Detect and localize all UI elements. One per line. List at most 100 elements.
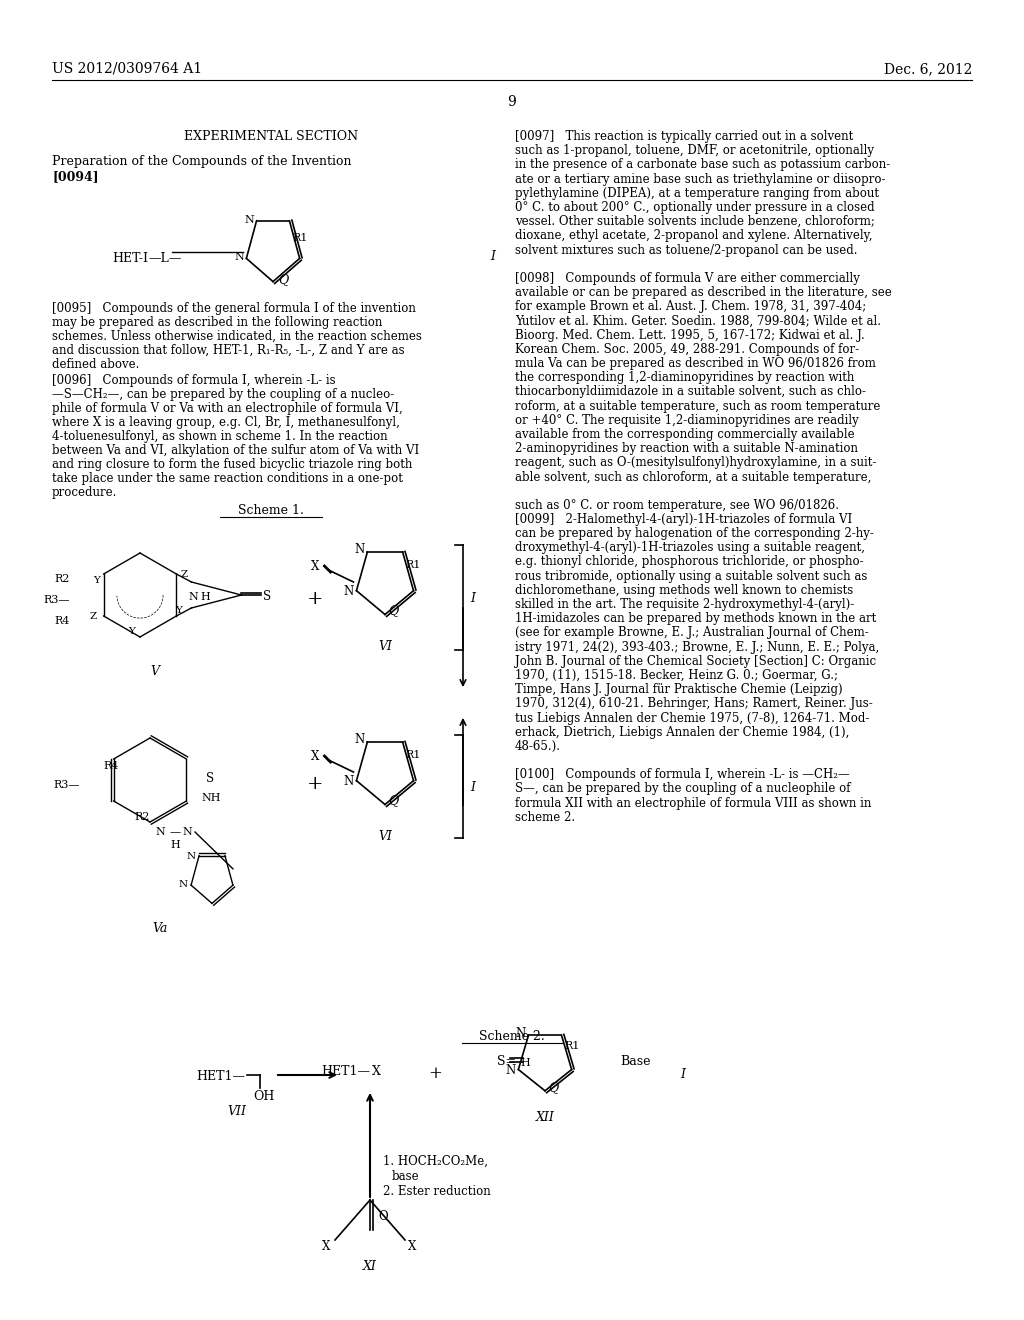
Text: S=: S= [497, 1055, 516, 1068]
Text: V: V [151, 665, 160, 678]
Text: H: H [170, 840, 180, 850]
Text: for example Brown et al. Aust. J. Chem. 1978, 31, 397-404;: for example Brown et al. Aust. J. Chem. … [515, 300, 866, 313]
Text: 1. HOCH₂CO₂Me,: 1. HOCH₂CO₂Me, [383, 1155, 488, 1168]
Text: Dec. 6, 2012: Dec. 6, 2012 [884, 62, 972, 77]
Text: 1H-imidazoles can be prepared by methods known in the art: 1H-imidazoles can be prepared by methods… [515, 612, 877, 626]
Text: N: N [182, 828, 191, 837]
Text: vessel. Other suitable solvents include benzene, chloroform;: vessel. Other suitable solvents include … [515, 215, 874, 228]
Text: [0095]   Compounds of the general formula I of the invention: [0095] Compounds of the general formula … [52, 302, 416, 315]
Text: Q: Q [548, 1081, 558, 1094]
Text: N: N [515, 1027, 525, 1040]
Text: (see for example Browne, E. J.; Australian Journal of Chem-: (see for example Browne, E. J.; Australi… [515, 627, 868, 639]
Text: I: I [470, 781, 475, 795]
Text: R4: R4 [54, 616, 70, 626]
Text: 1970, (11), 1515-18. Becker, Heinz G. 0.; Goermar, G.;: 1970, (11), 1515-18. Becker, Heinz G. 0.… [515, 669, 838, 682]
Text: X: X [310, 560, 318, 573]
Text: —L—: —L— [148, 252, 181, 265]
Text: N: N [155, 828, 165, 837]
Text: N: N [245, 215, 255, 224]
Text: between Va and VI, alkylation of the sulfur atom of Va with VI: between Va and VI, alkylation of the sul… [52, 444, 419, 457]
Text: Base: Base [620, 1055, 650, 1068]
Text: Z: Z [90, 612, 97, 620]
Text: Q: Q [388, 795, 398, 808]
Text: —: — [170, 828, 181, 837]
Text: can be prepared by halogenation of the corresponding 2-hy-: can be prepared by halogenation of the c… [515, 527, 873, 540]
Text: defined above.: defined above. [52, 358, 139, 371]
Text: 2-aminopyridines by reaction with a suitable N-amination: 2-aminopyridines by reaction with a suit… [515, 442, 858, 455]
Text: procedure.: procedure. [52, 486, 118, 499]
Text: NH: NH [202, 793, 221, 803]
Text: XII: XII [536, 1111, 554, 1123]
Text: Scheme 2.: Scheme 2. [479, 1030, 545, 1043]
Text: such as 0° C. or room temperature, see WO 96/01826.: such as 0° C. or room temperature, see W… [515, 499, 839, 512]
Text: X: X [322, 1239, 330, 1253]
Text: US 2012/0309764 A1: US 2012/0309764 A1 [52, 62, 202, 77]
Text: Bioorg. Med. Chem. Lett. 1995, 5, 167-172; Kidwai et al. J.: Bioorg. Med. Chem. Lett. 1995, 5, 167-17… [515, 329, 864, 342]
Text: Preparation of the Compounds of the Invention: Preparation of the Compounds of the Inve… [52, 154, 351, 168]
Text: Timpe, Hans J. Journal für Praktische Chemie (Leipzig): Timpe, Hans J. Journal für Praktische Ch… [515, 684, 843, 696]
Text: N: N [188, 591, 199, 602]
Text: where X is a leaving group, e.g. Cl, Br, I, methanesulfonyl,: where X is a leaving group, e.g. Cl, Br,… [52, 416, 400, 429]
Text: R2: R2 [54, 574, 70, 583]
Text: R3—: R3— [43, 595, 70, 605]
Text: R1: R1 [406, 560, 421, 570]
Text: +: + [428, 1065, 442, 1082]
Text: N: N [234, 252, 245, 263]
Text: 1970, 312(4), 610-21. Behringer, Hans; Ramert, Reiner. Jus-: 1970, 312(4), 610-21. Behringer, Hans; R… [515, 697, 872, 710]
Text: Y: Y [93, 576, 100, 585]
Text: OH: OH [253, 1090, 274, 1104]
Text: John B. Journal of the Chemical Society [Section] C: Organic: John B. Journal of the Chemical Society … [515, 655, 877, 668]
Text: 0° C. to about 200° C., optionally under pressure in a closed: 0° C. to about 200° C., optionally under… [515, 201, 874, 214]
Text: such as 1-propanol, toluene, DMF, or acetonitrile, optionally: such as 1-propanol, toluene, DMF, or ace… [515, 144, 874, 157]
Text: available from the corresponding commercially available: available from the corresponding commerc… [515, 428, 855, 441]
Text: able solvent, such as chloroform, at a suitable temperature,: able solvent, such as chloroform, at a s… [515, 471, 871, 483]
Text: thiocarbonyldiimidazole in a suitable solvent, such as chlo-: thiocarbonyldiimidazole in a suitable so… [515, 385, 866, 399]
Text: Scheme 1.: Scheme 1. [238, 504, 304, 517]
Text: Q: Q [278, 273, 288, 286]
Text: VI: VI [378, 639, 392, 652]
Text: HET1—: HET1— [196, 1071, 245, 1082]
Text: R4: R4 [103, 762, 119, 771]
Text: roform, at a suitable temperature, such as room temperature: roform, at a suitable temperature, such … [515, 400, 881, 413]
Text: +: + [307, 590, 324, 609]
Text: +: + [307, 775, 324, 793]
Text: [0094]: [0094] [52, 170, 98, 183]
Text: erhack, Dietrich, Liebigs Annalen der Chemie 1984, (1),: erhack, Dietrich, Liebigs Annalen der Ch… [515, 726, 849, 739]
Text: may be prepared as described in the following reaction: may be prepared as described in the foll… [52, 315, 382, 329]
Text: ate or a tertiary amine base such as triethylamine or diisopro-: ate or a tertiary amine base such as tri… [515, 173, 886, 186]
Text: [0097]   This reaction is typically carried out in a solvent: [0097] This reaction is typically carrie… [515, 129, 853, 143]
Text: 48-65.).: 48-65.). [515, 741, 561, 752]
Text: pylethylamine (DIPEA), at a temperature ranging from about: pylethylamine (DIPEA), at a temperature … [515, 187, 879, 199]
Text: N: N [505, 1064, 515, 1077]
Text: istry 1971, 24(2), 393-403.; Browne, E. J.; Nunn, E. E.; Polya,: istry 1971, 24(2), 393-403.; Browne, E. … [515, 640, 880, 653]
Text: e.g. thionyl chloride, phosphorous trichloride, or phospho-: e.g. thionyl chloride, phosphorous trich… [515, 556, 863, 569]
Text: [0100]   Compounds of formula I, wherein -L- is —CH₂—: [0100] Compounds of formula I, wherein -… [515, 768, 850, 781]
Text: Korean Chem. Soc. 2005, 49, 288-291. Compounds of for-: Korean Chem. Soc. 2005, 49, 288-291. Com… [515, 343, 859, 356]
Text: R1: R1 [293, 232, 308, 243]
Text: N: N [187, 851, 196, 861]
Text: R1: R1 [406, 750, 421, 760]
Text: N: N [343, 585, 353, 598]
Text: VI: VI [378, 829, 392, 842]
Text: Yutilov et al. Khim. Geter. Soedin. 1988, 799-804; Wilde et al.: Yutilov et al. Khim. Geter. Soedin. 1988… [515, 314, 881, 327]
Text: X: X [310, 750, 318, 763]
Text: S—, can be prepared by the coupling of a nucleophile of: S—, can be prepared by the coupling of a… [515, 783, 851, 796]
Text: droxymethyl-4-(aryl)-1H-triazoles using a suitable reagent,: droxymethyl-4-(aryl)-1H-triazoles using … [515, 541, 865, 554]
Text: reagent, such as O-(mesitylsulfonyl)hydroxylamine, in a suit-: reagent, such as O-(mesitylsulfonyl)hydr… [515, 457, 877, 470]
Text: mula Va can be prepared as described in WO 96/01826 from: mula Va can be prepared as described in … [515, 356, 876, 370]
Text: 9: 9 [508, 95, 516, 110]
Text: formula XII with an electrophile of formula VIII as shown in: formula XII with an electrophile of form… [515, 796, 871, 809]
Text: H: H [520, 1057, 530, 1068]
Text: HET1—: HET1— [321, 1065, 370, 1078]
Text: [0099]   2-Halomethyl-4-(aryl)-1H-triazoles of formula VI: [0099] 2-Halomethyl-4-(aryl)-1H-triazole… [515, 512, 852, 525]
Text: S: S [263, 590, 271, 603]
Text: R1: R1 [564, 1041, 580, 1051]
Text: available or can be prepared as described in the literature, see: available or can be prepared as describe… [515, 286, 892, 300]
Text: in the presence of a carbonate base such as potassium carbon-: in the presence of a carbonate base such… [515, 158, 890, 172]
Text: 2. Ester reduction: 2. Ester reduction [383, 1185, 490, 1199]
Text: X: X [408, 1239, 417, 1253]
Text: Y: Y [175, 606, 182, 615]
Text: N: N [343, 775, 353, 788]
Text: XI: XI [364, 1261, 377, 1272]
Text: rous tribromide, optionally using a suitable solvent such as: rous tribromide, optionally using a suit… [515, 570, 867, 582]
